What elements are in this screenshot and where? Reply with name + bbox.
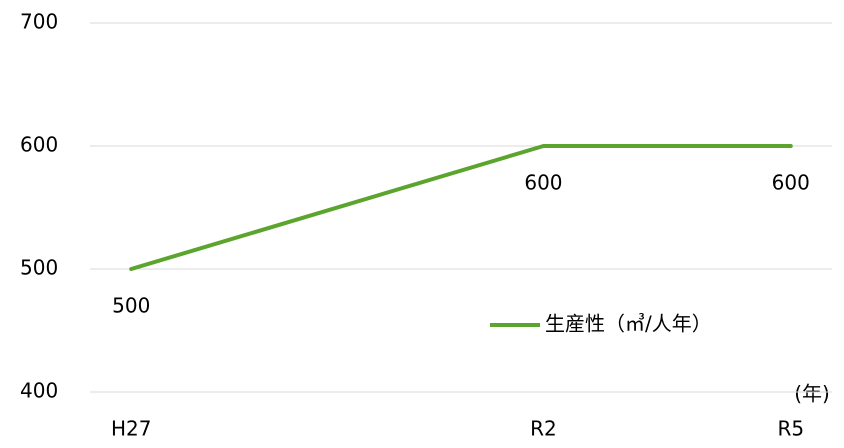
y-tick-label: 400 (20, 379, 58, 403)
data-label: 600 (524, 171, 562, 195)
legend-label: 生産性（㎥/人年） (545, 312, 712, 336)
x-tick-label: R5 (777, 417, 804, 441)
x-tick-label: R2 (530, 417, 557, 441)
y-tick-label: 700 (20, 10, 58, 34)
line (129, 144, 793, 271)
data-label: 600 (772, 171, 810, 195)
y-tick-label: 600 (20, 133, 58, 157)
data-label: 500 (112, 294, 150, 318)
x-axis-label: (年) (794, 382, 830, 406)
y-tick-label: 500 (20, 256, 58, 280)
x-tick-label: H27 (111, 417, 152, 441)
